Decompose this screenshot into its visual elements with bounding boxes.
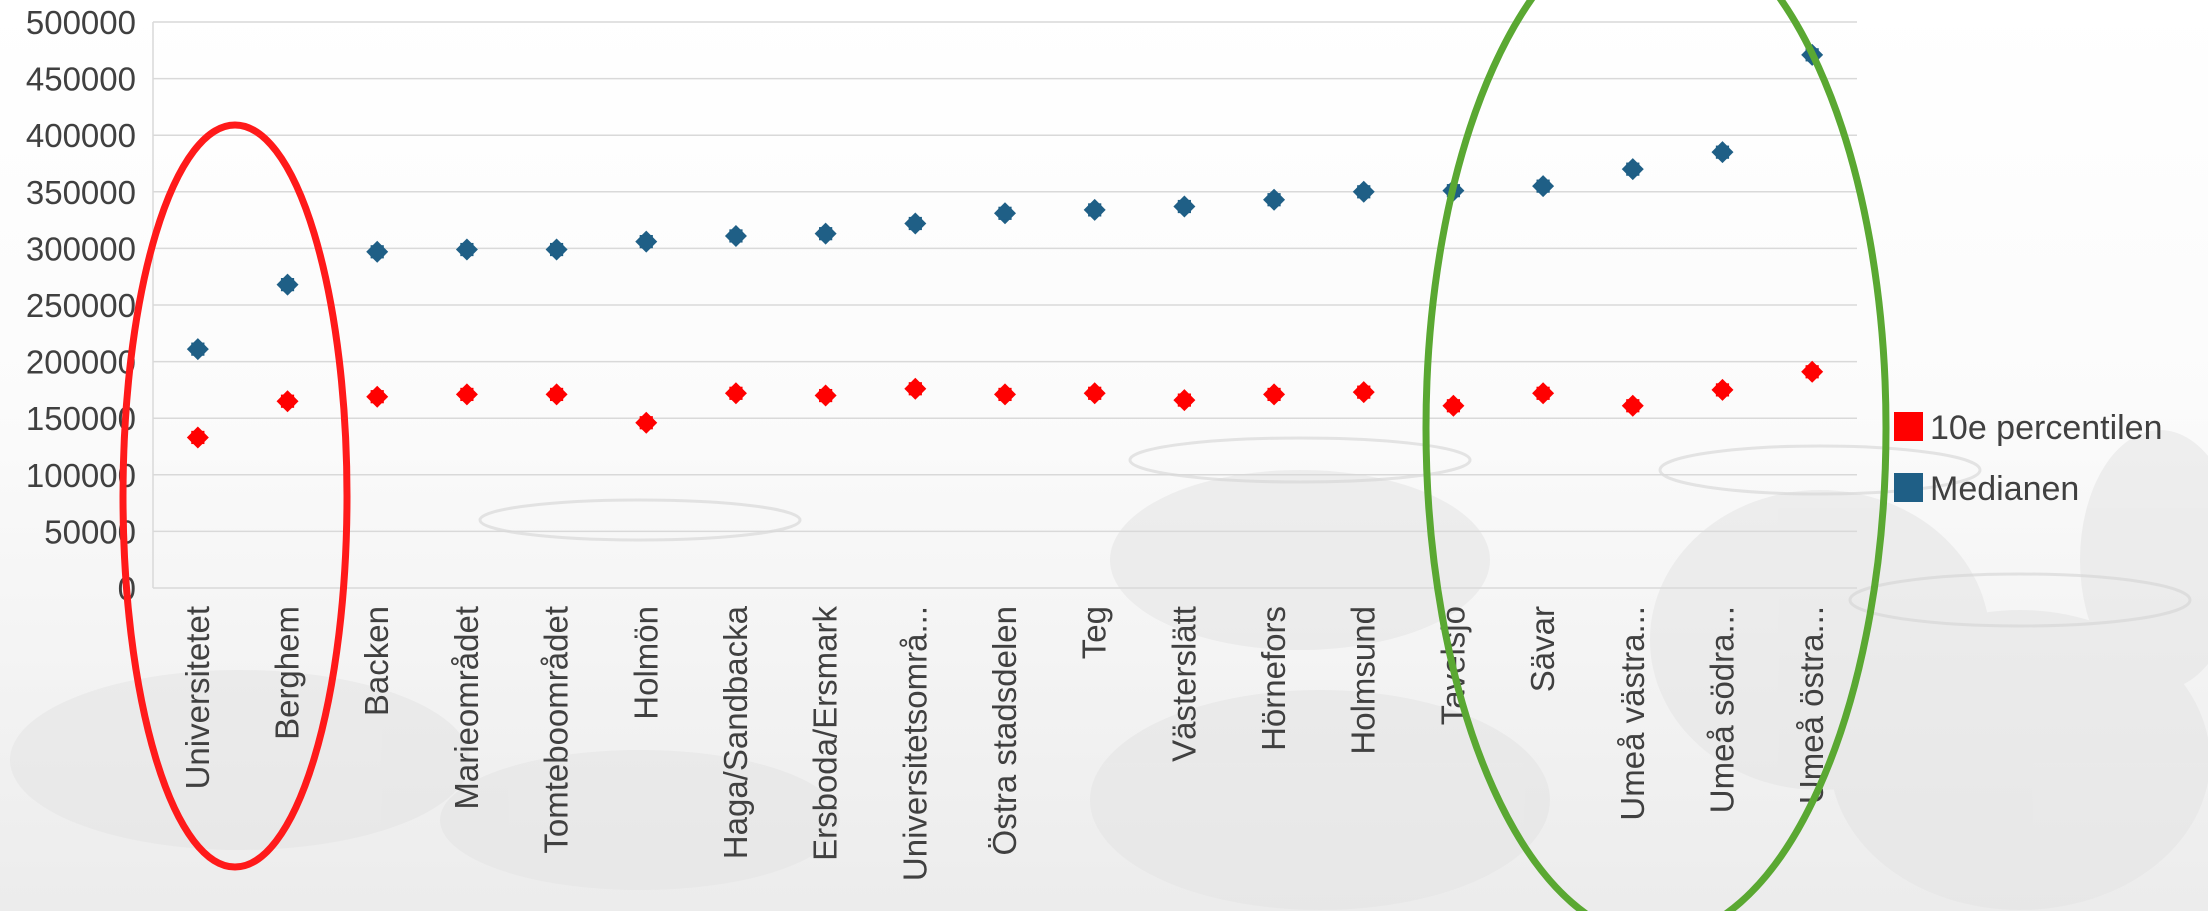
y-tick-label: 100000 bbox=[26, 457, 136, 494]
point-core bbox=[1446, 399, 1461, 413]
point-core bbox=[460, 387, 474, 402]
x-tick-label: Sävar bbox=[1524, 606, 1561, 692]
point-core bbox=[1267, 193, 1281, 207]
point-core bbox=[1177, 199, 1191, 214]
legend-label: Medianen bbox=[1930, 470, 2079, 508]
y-tick-label: 450000 bbox=[26, 61, 136, 98]
legend-label: 10e percentilen bbox=[1930, 409, 2163, 447]
point-core bbox=[1088, 203, 1102, 217]
point-core bbox=[549, 242, 564, 257]
x-tick-label: Hörnefors bbox=[1255, 606, 1292, 751]
x-tick-label: Umeå västra... bbox=[1614, 606, 1651, 821]
point-core bbox=[908, 216, 922, 231]
legend-swatch bbox=[1894, 412, 1923, 441]
point-core bbox=[549, 387, 564, 402]
point-core bbox=[639, 235, 653, 249]
x-tick-label: Tomteboområdet bbox=[538, 606, 575, 854]
x-tick-label: Ersboda/Ersmark bbox=[807, 606, 844, 861]
y-tick-label: 150000 bbox=[26, 400, 136, 437]
point-core bbox=[819, 388, 833, 403]
point-core bbox=[998, 387, 1012, 402]
y-tick-label: 350000 bbox=[26, 174, 136, 211]
point-core bbox=[639, 416, 653, 430]
point-core bbox=[729, 229, 743, 243]
point-core bbox=[1805, 365, 1819, 379]
legend-swatch bbox=[1894, 473, 1923, 502]
point-core bbox=[460, 242, 474, 257]
point-core bbox=[1715, 383, 1730, 397]
x-tick-label: Berghem bbox=[269, 606, 306, 740]
y-tick-label: 400000 bbox=[26, 117, 136, 154]
point-core bbox=[370, 245, 384, 259]
x-tick-label: Universitetsområ... bbox=[896, 606, 933, 881]
x-tick-label: Marieområdet bbox=[448, 606, 485, 810]
legend: 10e percentilen Medianen bbox=[1894, 409, 2163, 508]
point-core bbox=[1088, 386, 1102, 400]
x-tick-label: Umeå södra... bbox=[1703, 606, 1740, 813]
point-core bbox=[1626, 162, 1640, 176]
point-core bbox=[1267, 387, 1281, 402]
x-tick-label: Västerslätt bbox=[1165, 606, 1202, 762]
data-points bbox=[186, 43, 1824, 449]
gridlines bbox=[153, 21, 1857, 589]
y-tick-label: 200000 bbox=[26, 344, 136, 381]
y-tick-label: 500000 bbox=[26, 4, 136, 41]
point-core bbox=[1626, 399, 1640, 413]
point-core bbox=[1536, 386, 1550, 400]
point-core bbox=[1715, 145, 1730, 159]
x-tick-label: Haga/Sandbacka bbox=[717, 605, 754, 859]
x-tick-label: Backen bbox=[358, 606, 395, 716]
y-tick-label: 250000 bbox=[26, 287, 136, 324]
green-ellipse-annotation bbox=[1422, 0, 1890, 911]
point-core bbox=[908, 382, 922, 396]
y-tick-label: 300000 bbox=[26, 230, 136, 267]
point-core bbox=[280, 278, 295, 292]
point-core bbox=[191, 342, 205, 356]
point-core bbox=[1357, 185, 1371, 199]
point-core bbox=[280, 394, 295, 408]
x-tick-label: Holmsund bbox=[1345, 606, 1382, 755]
point-core bbox=[1536, 179, 1550, 193]
red-ellipse-annotation bbox=[119, 121, 351, 871]
point-core bbox=[1357, 385, 1371, 399]
point-core bbox=[998, 206, 1012, 220]
y-axis: 500000 450000 400000 350000 300000 250000 2000… bbox=[26, 4, 154, 607]
x-axis: Universitetet Berghem Backen Marieområdet To… bbox=[179, 605, 1830, 881]
point-core bbox=[370, 390, 384, 404]
annotations bbox=[119, 0, 1890, 911]
point-core bbox=[819, 227, 833, 241]
x-tick-label: Holmön bbox=[627, 606, 664, 720]
x-tick-label: Universitetet bbox=[179, 606, 216, 789]
x-tick-label: Teg bbox=[1076, 606, 1113, 659]
x-tick-label: Östra stadsdelen bbox=[986, 606, 1023, 855]
point-core bbox=[191, 430, 205, 445]
point-core bbox=[729, 386, 743, 400]
point-core bbox=[1177, 393, 1191, 407]
